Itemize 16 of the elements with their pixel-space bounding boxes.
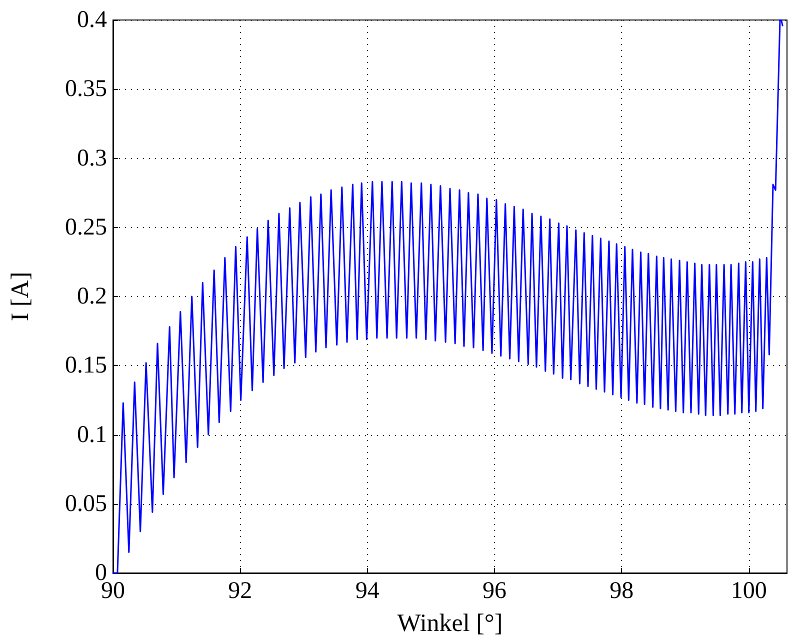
x-axis-title: Winkel [°]: [397, 610, 503, 637]
line-series: [112, 19, 784, 574]
x-tick-label: 96: [482, 578, 507, 604]
y-axis-title: I [A]: [7, 272, 34, 322]
y-tick-label: 0.4: [77, 7, 107, 33]
y-tick-label: 0.1: [77, 422, 107, 448]
y-tick-label: 0.25: [65, 214, 107, 240]
y-tick-label: 0.15: [65, 352, 107, 379]
y-tick-label: 0.35: [65, 76, 107, 102]
x-tick-label: 92: [228, 578, 252, 604]
y-tick-label: 0.3: [77, 145, 107, 172]
x-tick-label: 98: [610, 578, 634, 604]
x-tick-label: 94: [355, 578, 380, 604]
x-tick-label: 100: [730, 578, 767, 604]
y-tick-label: 0.05: [65, 490, 107, 517]
y-tick-label: 0.2: [77, 284, 107, 310]
